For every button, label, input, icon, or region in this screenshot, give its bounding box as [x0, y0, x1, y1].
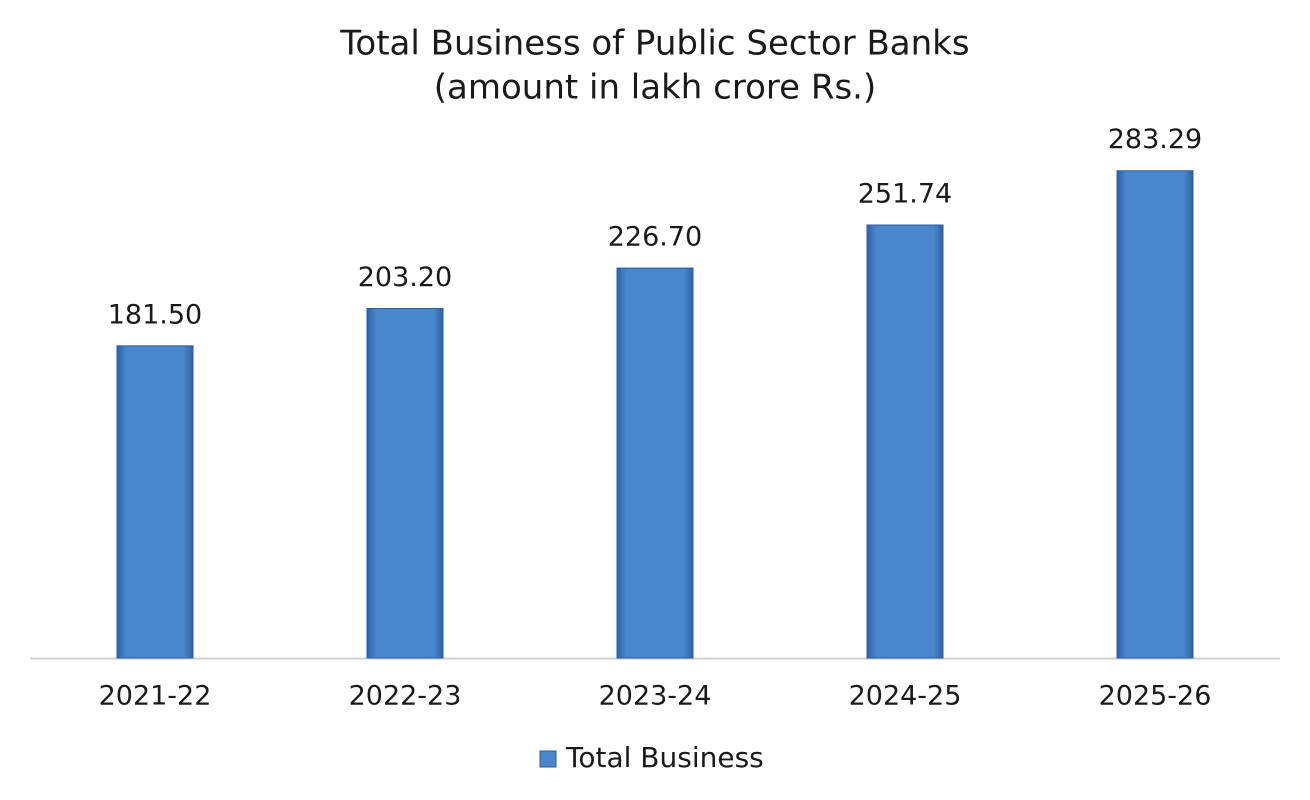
x-tick-label: 2025-26: [1099, 681, 1212, 712]
chart-title: Total Business of Public Sector Banks: [339, 24, 969, 64]
legend-swatch: [539, 750, 557, 768]
value-label: 181.50: [108, 299, 202, 330]
chart-subtitle: (amount in lakh crore Rs.): [434, 68, 876, 108]
legend-label: Total Business: [565, 741, 764, 774]
value-label: 226.70: [608, 222, 702, 253]
x-tick-label: 2024-25: [849, 681, 962, 712]
bar: [366, 307, 444, 659]
bar: [866, 224, 944, 659]
value-label: 251.74: [858, 179, 952, 210]
value-label: 203.20: [358, 262, 452, 293]
bar: [1116, 170, 1194, 659]
bar: [616, 267, 694, 659]
bar: [116, 345, 194, 659]
x-tick-label: 2022-23: [349, 681, 462, 712]
value-label: 283.29: [1108, 124, 1202, 155]
x-tick-label: 2023-24: [599, 681, 712, 712]
x-tick-label: 2021-22: [99, 681, 212, 712]
